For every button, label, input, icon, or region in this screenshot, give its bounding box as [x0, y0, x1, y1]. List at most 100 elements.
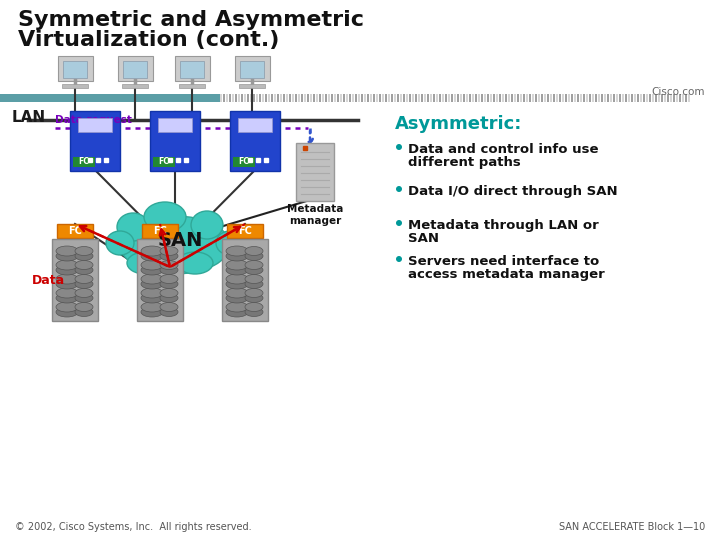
FancyBboxPatch shape — [628, 94, 629, 102]
FancyBboxPatch shape — [247, 94, 248, 102]
Ellipse shape — [160, 266, 178, 274]
Ellipse shape — [226, 307, 248, 317]
FancyBboxPatch shape — [388, 94, 390, 102]
FancyBboxPatch shape — [379, 94, 380, 102]
Ellipse shape — [141, 260, 163, 270]
FancyBboxPatch shape — [652, 94, 654, 102]
FancyBboxPatch shape — [505, 94, 506, 102]
FancyBboxPatch shape — [78, 118, 112, 132]
Ellipse shape — [160, 252, 178, 260]
FancyBboxPatch shape — [595, 94, 596, 102]
FancyBboxPatch shape — [601, 94, 603, 102]
FancyBboxPatch shape — [463, 94, 464, 102]
FancyBboxPatch shape — [292, 94, 294, 102]
Ellipse shape — [226, 288, 248, 298]
Ellipse shape — [160, 260, 178, 269]
FancyBboxPatch shape — [541, 94, 542, 102]
FancyBboxPatch shape — [286, 94, 287, 102]
Ellipse shape — [106, 231, 134, 255]
FancyBboxPatch shape — [331, 94, 333, 102]
FancyBboxPatch shape — [235, 94, 236, 102]
Ellipse shape — [216, 231, 244, 255]
FancyBboxPatch shape — [487, 94, 488, 102]
FancyBboxPatch shape — [514, 94, 516, 102]
FancyBboxPatch shape — [427, 94, 428, 102]
FancyBboxPatch shape — [637, 94, 639, 102]
FancyBboxPatch shape — [472, 94, 474, 102]
FancyBboxPatch shape — [337, 94, 338, 102]
FancyBboxPatch shape — [346, 94, 348, 102]
FancyBboxPatch shape — [679, 94, 680, 102]
Ellipse shape — [160, 280, 178, 288]
FancyBboxPatch shape — [349, 94, 351, 102]
Text: FC: FC — [158, 158, 169, 166]
FancyBboxPatch shape — [400, 94, 402, 102]
Text: Data request: Data request — [55, 115, 132, 125]
FancyBboxPatch shape — [616, 94, 618, 102]
FancyBboxPatch shape — [325, 94, 326, 102]
FancyBboxPatch shape — [649, 94, 650, 102]
FancyBboxPatch shape — [58, 56, 92, 80]
FancyBboxPatch shape — [382, 94, 384, 102]
FancyBboxPatch shape — [484, 94, 485, 102]
FancyBboxPatch shape — [457, 94, 459, 102]
FancyBboxPatch shape — [244, 94, 246, 102]
Text: Metadata through LAN or: Metadata through LAN or — [408, 219, 599, 232]
Ellipse shape — [75, 266, 93, 274]
FancyBboxPatch shape — [150, 111, 200, 171]
FancyBboxPatch shape — [406, 94, 408, 102]
FancyBboxPatch shape — [640, 94, 642, 102]
FancyBboxPatch shape — [607, 94, 608, 102]
Ellipse shape — [141, 251, 163, 261]
Text: Metadata
manager: Metadata manager — [287, 204, 343, 226]
FancyBboxPatch shape — [481, 94, 482, 102]
Ellipse shape — [75, 252, 93, 260]
Ellipse shape — [56, 279, 78, 289]
Text: Data I/O direct through SAN: Data I/O direct through SAN — [408, 185, 618, 198]
FancyBboxPatch shape — [385, 94, 387, 102]
Ellipse shape — [75, 288, 93, 298]
FancyBboxPatch shape — [664, 94, 665, 102]
FancyBboxPatch shape — [233, 157, 255, 167]
Text: Cisco.com: Cisco.com — [652, 87, 705, 97]
FancyBboxPatch shape — [646, 94, 647, 102]
FancyBboxPatch shape — [613, 94, 614, 102]
Ellipse shape — [141, 288, 163, 298]
FancyBboxPatch shape — [532, 94, 534, 102]
FancyBboxPatch shape — [397, 94, 398, 102]
FancyBboxPatch shape — [340, 94, 341, 102]
Text: FC: FC — [238, 226, 252, 236]
Ellipse shape — [245, 260, 263, 269]
FancyBboxPatch shape — [232, 94, 233, 102]
FancyBboxPatch shape — [535, 94, 536, 102]
FancyBboxPatch shape — [526, 94, 528, 102]
FancyBboxPatch shape — [355, 94, 356, 102]
Ellipse shape — [245, 280, 263, 288]
FancyBboxPatch shape — [373, 94, 374, 102]
FancyBboxPatch shape — [676, 94, 678, 102]
FancyBboxPatch shape — [622, 94, 624, 102]
FancyBboxPatch shape — [358, 94, 359, 102]
FancyBboxPatch shape — [508, 94, 510, 102]
FancyBboxPatch shape — [142, 224, 178, 238]
FancyBboxPatch shape — [52, 239, 98, 321]
FancyBboxPatch shape — [235, 56, 269, 80]
FancyBboxPatch shape — [304, 94, 305, 102]
FancyBboxPatch shape — [223, 94, 225, 102]
Ellipse shape — [245, 307, 263, 316]
FancyBboxPatch shape — [412, 94, 413, 102]
FancyBboxPatch shape — [394, 94, 395, 102]
FancyBboxPatch shape — [117, 56, 153, 80]
FancyBboxPatch shape — [0, 0, 720, 97]
FancyBboxPatch shape — [580, 94, 582, 102]
FancyBboxPatch shape — [667, 94, 668, 102]
Text: Data and control info use: Data and control info use — [408, 143, 598, 156]
FancyBboxPatch shape — [409, 94, 410, 102]
Ellipse shape — [75, 246, 93, 255]
Ellipse shape — [245, 246, 263, 255]
FancyBboxPatch shape — [562, 94, 564, 102]
FancyBboxPatch shape — [436, 94, 438, 102]
FancyBboxPatch shape — [544, 94, 546, 102]
FancyBboxPatch shape — [301, 94, 302, 102]
FancyBboxPatch shape — [499, 94, 500, 102]
